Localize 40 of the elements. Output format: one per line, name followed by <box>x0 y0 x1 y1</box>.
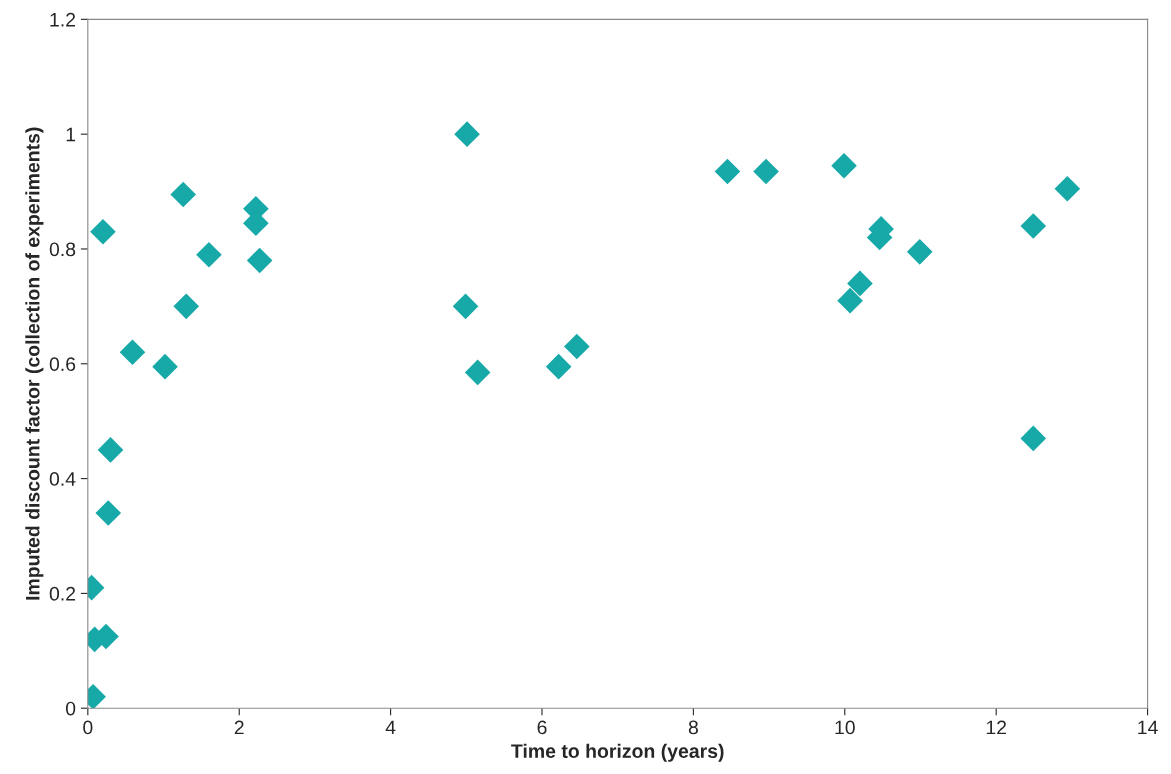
point <box>906 239 933 265</box>
point <box>170 181 197 208</box>
y-tick-label: 1.2 <box>50 12 76 27</box>
point <box>452 293 479 320</box>
point <box>95 500 122 526</box>
point <box>173 293 200 320</box>
point <box>196 241 222 268</box>
point <box>1020 425 1047 452</box>
x-tick-label: 6 <box>537 720 547 735</box>
x-tick-label: 12 <box>986 720 1007 735</box>
point <box>837 287 863 314</box>
y-axis-title: Imputed discount factor (collection of experiments) <box>25 127 44 600</box>
point <box>831 152 857 179</box>
x-tick-label: 8 <box>688 720 698 735</box>
x-tick-label: 2 <box>234 720 244 735</box>
x-axis-title: Time to horizon (years) <box>511 743 724 762</box>
point <box>152 353 178 380</box>
point <box>90 218 116 245</box>
x-tick-label: 14 <box>1138 720 1158 735</box>
point <box>564 333 590 360</box>
y-tick-label: 1 <box>66 127 76 142</box>
point <box>714 158 741 185</box>
y-tick-label: 0.2 <box>49 586 76 601</box>
y-tick-label: 0.8 <box>49 242 76 257</box>
point <box>97 437 124 463</box>
y-tick-label: 0.6 <box>49 357 76 372</box>
x-tick-label: 4 <box>385 720 396 735</box>
point <box>753 158 779 185</box>
point <box>847 270 873 297</box>
point <box>1054 175 1081 202</box>
x-tick-label: 0 <box>83 720 93 735</box>
point <box>454 121 480 147</box>
y-tick-label: 0 <box>65 701 76 716</box>
x-tick-label: 10 <box>835 720 855 735</box>
point <box>246 247 273 274</box>
point <box>464 359 491 386</box>
y-tick-label: 0.4 <box>49 472 76 486</box>
point <box>545 353 572 380</box>
point <box>1020 213 1047 239</box>
point <box>119 339 146 366</box>
